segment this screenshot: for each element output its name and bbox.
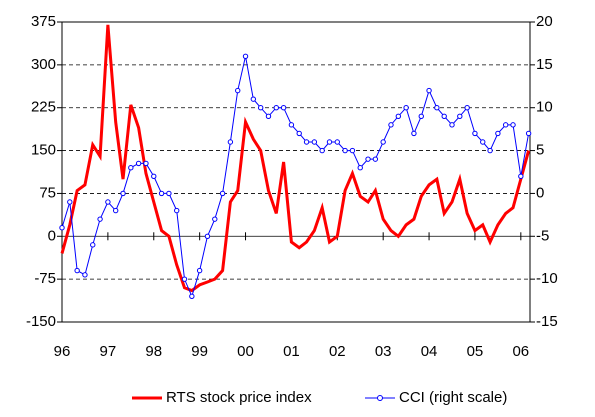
point [319, 147, 325, 154]
x-tick-label: 98 [145, 343, 162, 360]
point [395, 113, 402, 119]
point [434, 105, 440, 111]
point [212, 216, 218, 222]
point [525, 130, 532, 137]
point [380, 139, 386, 145]
point [411, 130, 417, 137]
point [349, 147, 356, 154]
point [472, 130, 478, 137]
y2-tick-label: 15 [536, 56, 553, 73]
y2-tick-label: 20 [536, 13, 553, 30]
legend: RTS stock price index CCI (right scale) [132, 389, 507, 406]
point [311, 139, 318, 145]
y-tick-label: 0 [48, 227, 56, 244]
point [487, 147, 493, 154]
point [296, 130, 302, 137]
point [219, 190, 226, 197]
point [372, 156, 379, 162]
point [326, 139, 333, 145]
y-tick-label: 375 [31, 13, 56, 30]
point [502, 122, 509, 128]
point [97, 216, 103, 222]
point [189, 293, 195, 299]
point [418, 113, 424, 119]
y-tick-label: 225 [31, 99, 56, 116]
point [250, 96, 257, 102]
point [174, 207, 180, 214]
point [90, 242, 96, 248]
point [365, 156, 371, 162]
point [181, 276, 188, 282]
x-tick-label: 99 [191, 343, 208, 360]
point [518, 173, 524, 179]
point [242, 53, 249, 59]
point [59, 225, 65, 231]
y-tick-label: 150 [31, 142, 56, 159]
series-line [61, 56, 530, 298]
y2-tick-label: -10 [536, 270, 558, 287]
x-tick-label: 00 [237, 343, 254, 360]
point [510, 122, 516, 128]
point [342, 147, 348, 154]
point [128, 165, 134, 171]
x-tick-label: 04 [421, 343, 438, 360]
point [105, 199, 111, 205]
x-tick-label: 96 [54, 343, 71, 360]
x-tick-label: 02 [329, 343, 346, 360]
y-tick-label: 75 [39, 184, 56, 201]
point [457, 113, 463, 119]
point [204, 233, 211, 239]
y2-tick-label: -15 [536, 313, 558, 330]
point [303, 139, 310, 145]
point [464, 105, 470, 111]
point [82, 272, 88, 278]
point [143, 160, 149, 167]
point [426, 87, 432, 94]
point [235, 87, 241, 94]
point [67, 199, 73, 205]
x-tick-label: 03 [375, 343, 392, 360]
y2-tick-label: 0 [536, 184, 544, 201]
point [280, 105, 287, 111]
plot-frame [61, 21, 531, 323]
point [273, 105, 279, 111]
point [388, 122, 394, 128]
point [480, 139, 486, 145]
legend-label: RTS stock price index [166, 389, 312, 406]
point [112, 207, 119, 214]
point [196, 267, 203, 274]
point [288, 122, 295, 128]
point [495, 130, 501, 137]
point [135, 160, 142, 167]
y-tick-label: -75 [34, 270, 56, 287]
legend-marker [377, 395, 383, 401]
x-tick-label: 05 [467, 343, 484, 360]
point [151, 173, 157, 179]
legend-label: CCI (right scale) [399, 389, 507, 406]
point [166, 190, 172, 197]
point [357, 165, 363, 171]
point [265, 113, 272, 119]
x-tick-label: 01 [283, 343, 300, 360]
x-tick-label: 06 [512, 343, 529, 360]
point [403, 105, 409, 111]
point [227, 139, 234, 145]
y2-tick-label: 10 [536, 99, 553, 116]
point [74, 267, 80, 274]
point [334, 139, 340, 145]
series-line [60, 24, 531, 293]
point [449, 122, 455, 128]
y-tick-label: -150 [26, 313, 56, 330]
point [441, 113, 447, 119]
point [257, 105, 264, 111]
x-tick-label: 97 [100, 343, 117, 360]
point [120, 190, 126, 197]
y2-tick-label: -5 [536, 227, 549, 244]
point [158, 190, 165, 197]
y2-tick-label: 5 [536, 142, 544, 159]
y-tick-label: 300 [31, 56, 56, 73]
